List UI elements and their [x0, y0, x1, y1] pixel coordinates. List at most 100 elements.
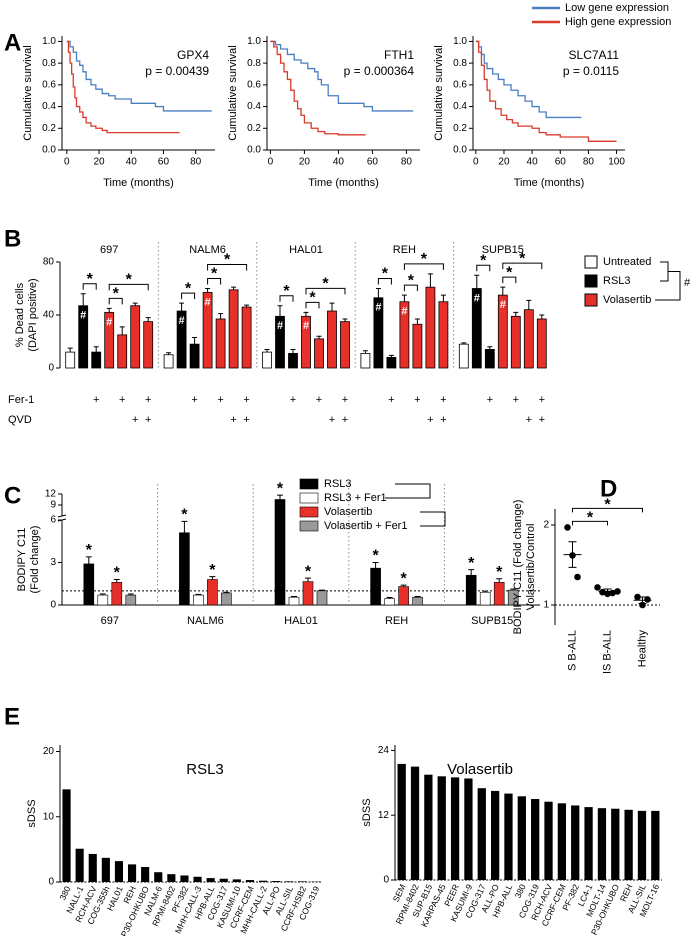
error-bar: [80, 293, 86, 306]
panel-letter: A: [4, 29, 21, 56]
error-bar: [195, 593, 202, 596]
bar: [397, 763, 406, 880]
error-bar: [400, 584, 407, 587]
x-tick-label: 0: [268, 157, 274, 168]
chart-title: Volasertib: [447, 761, 513, 778]
hash-mark: #: [375, 302, 381, 314]
bar: [370, 567, 381, 606]
y-tick-label: 1.0: [42, 36, 56, 47]
legend-label: Untreated: [603, 256, 651, 268]
bracket: [279, 295, 294, 302]
x-tick-label: HAL01: [284, 615, 318, 627]
bar: [493, 582, 505, 606]
x-tick-label: 80: [190, 157, 202, 168]
panel-letter: E: [4, 703, 20, 730]
error-bar: [205, 288, 211, 293]
survival-curve: [475, 40, 617, 142]
y-tick-label: 0.4: [42, 101, 56, 112]
x-tick-label: 40: [333, 157, 345, 168]
bar: [141, 866, 150, 882]
legend-label: RSL3: [324, 478, 352, 490]
error-bar: [461, 342, 467, 345]
bar: [75, 848, 84, 882]
y-tick-label: 2: [543, 520, 549, 531]
error-bar: [474, 274, 480, 289]
bar: [125, 594, 137, 606]
condition-mark: +: [217, 394, 223, 406]
survival-curve: [66, 40, 180, 134]
bar: [101, 857, 110, 882]
bar: [180, 875, 189, 882]
bar: [65, 351, 76, 369]
bracket: [476, 264, 491, 272]
bar: [510, 315, 521, 369]
error-bar: [342, 318, 348, 322]
error-bar: [303, 311, 309, 317]
data-point: [564, 524, 571, 531]
condition-mark: +: [414, 394, 420, 406]
condition-mark: +: [119, 394, 125, 406]
bar: [288, 353, 298, 369]
bar: [114, 861, 124, 882]
error-bar: [401, 294, 407, 302]
p-value: p = 0.00439: [145, 64, 209, 78]
bar: [285, 881, 294, 882]
bar: [340, 321, 350, 369]
bracket: [502, 262, 543, 270]
bar: [490, 790, 500, 880]
hash-mark: #: [106, 316, 112, 328]
x-tick-label: 0: [64, 157, 70, 168]
condition-mark: +: [539, 394, 545, 406]
legend-swatch: [584, 274, 598, 288]
error-bar: [244, 304, 250, 308]
error-bar: [329, 302, 335, 312]
bar: [189, 343, 200, 369]
y-tick-label: 1.0: [247, 36, 261, 47]
bar: [193, 876, 202, 882]
bar: [437, 776, 446, 880]
star: *: [604, 497, 611, 514]
bar: [232, 879, 241, 882]
y-tick-label: 0: [383, 875, 389, 886]
bar: [424, 774, 433, 880]
legend-hash: #: [684, 277, 691, 289]
star: *: [283, 283, 290, 300]
chart-title: RSL3: [186, 761, 224, 778]
x-tick-label: Healthy: [636, 630, 648, 668]
legend-swatch: [299, 506, 319, 518]
condition-mark: +: [440, 414, 446, 426]
bar: [219, 878, 228, 882]
bar: [241, 306, 252, 369]
condition-mark: +: [145, 394, 151, 406]
bar: [651, 810, 660, 880]
bar: [544, 801, 553, 880]
condition-mark: +: [342, 414, 348, 426]
x-tick-label: S B-ALL: [566, 630, 578, 671]
star: *: [382, 266, 389, 283]
bar: [360, 353, 371, 369]
bar: [412, 323, 423, 369]
y-tick-label: 24: [378, 745, 390, 756]
error-bar: [526, 299, 532, 310]
y-axis-label: Cumulative survival: [433, 45, 445, 140]
bracket: [305, 301, 320, 309]
error-bar: [145, 317, 151, 322]
bar: [479, 591, 491, 606]
legend-label: High gene expression: [565, 16, 671, 28]
error-bar: [291, 596, 297, 598]
condition-mark: +: [342, 394, 348, 406]
p-value: p = 0.0115: [563, 64, 619, 78]
error-bar: [209, 576, 216, 580]
y-tick-label: 10: [43, 811, 55, 822]
bar: [523, 309, 534, 369]
bar: [438, 301, 449, 369]
bar: [245, 880, 255, 882]
error-bar: [500, 286, 506, 296]
y-tick-label: 1.0: [453, 36, 467, 47]
bar: [97, 594, 109, 606]
bar: [262, 351, 272, 369]
data-point: [634, 593, 641, 601]
x-tick-label: 697: [101, 615, 119, 627]
group-label: REH: [393, 244, 416, 256]
bar: [62, 789, 71, 882]
